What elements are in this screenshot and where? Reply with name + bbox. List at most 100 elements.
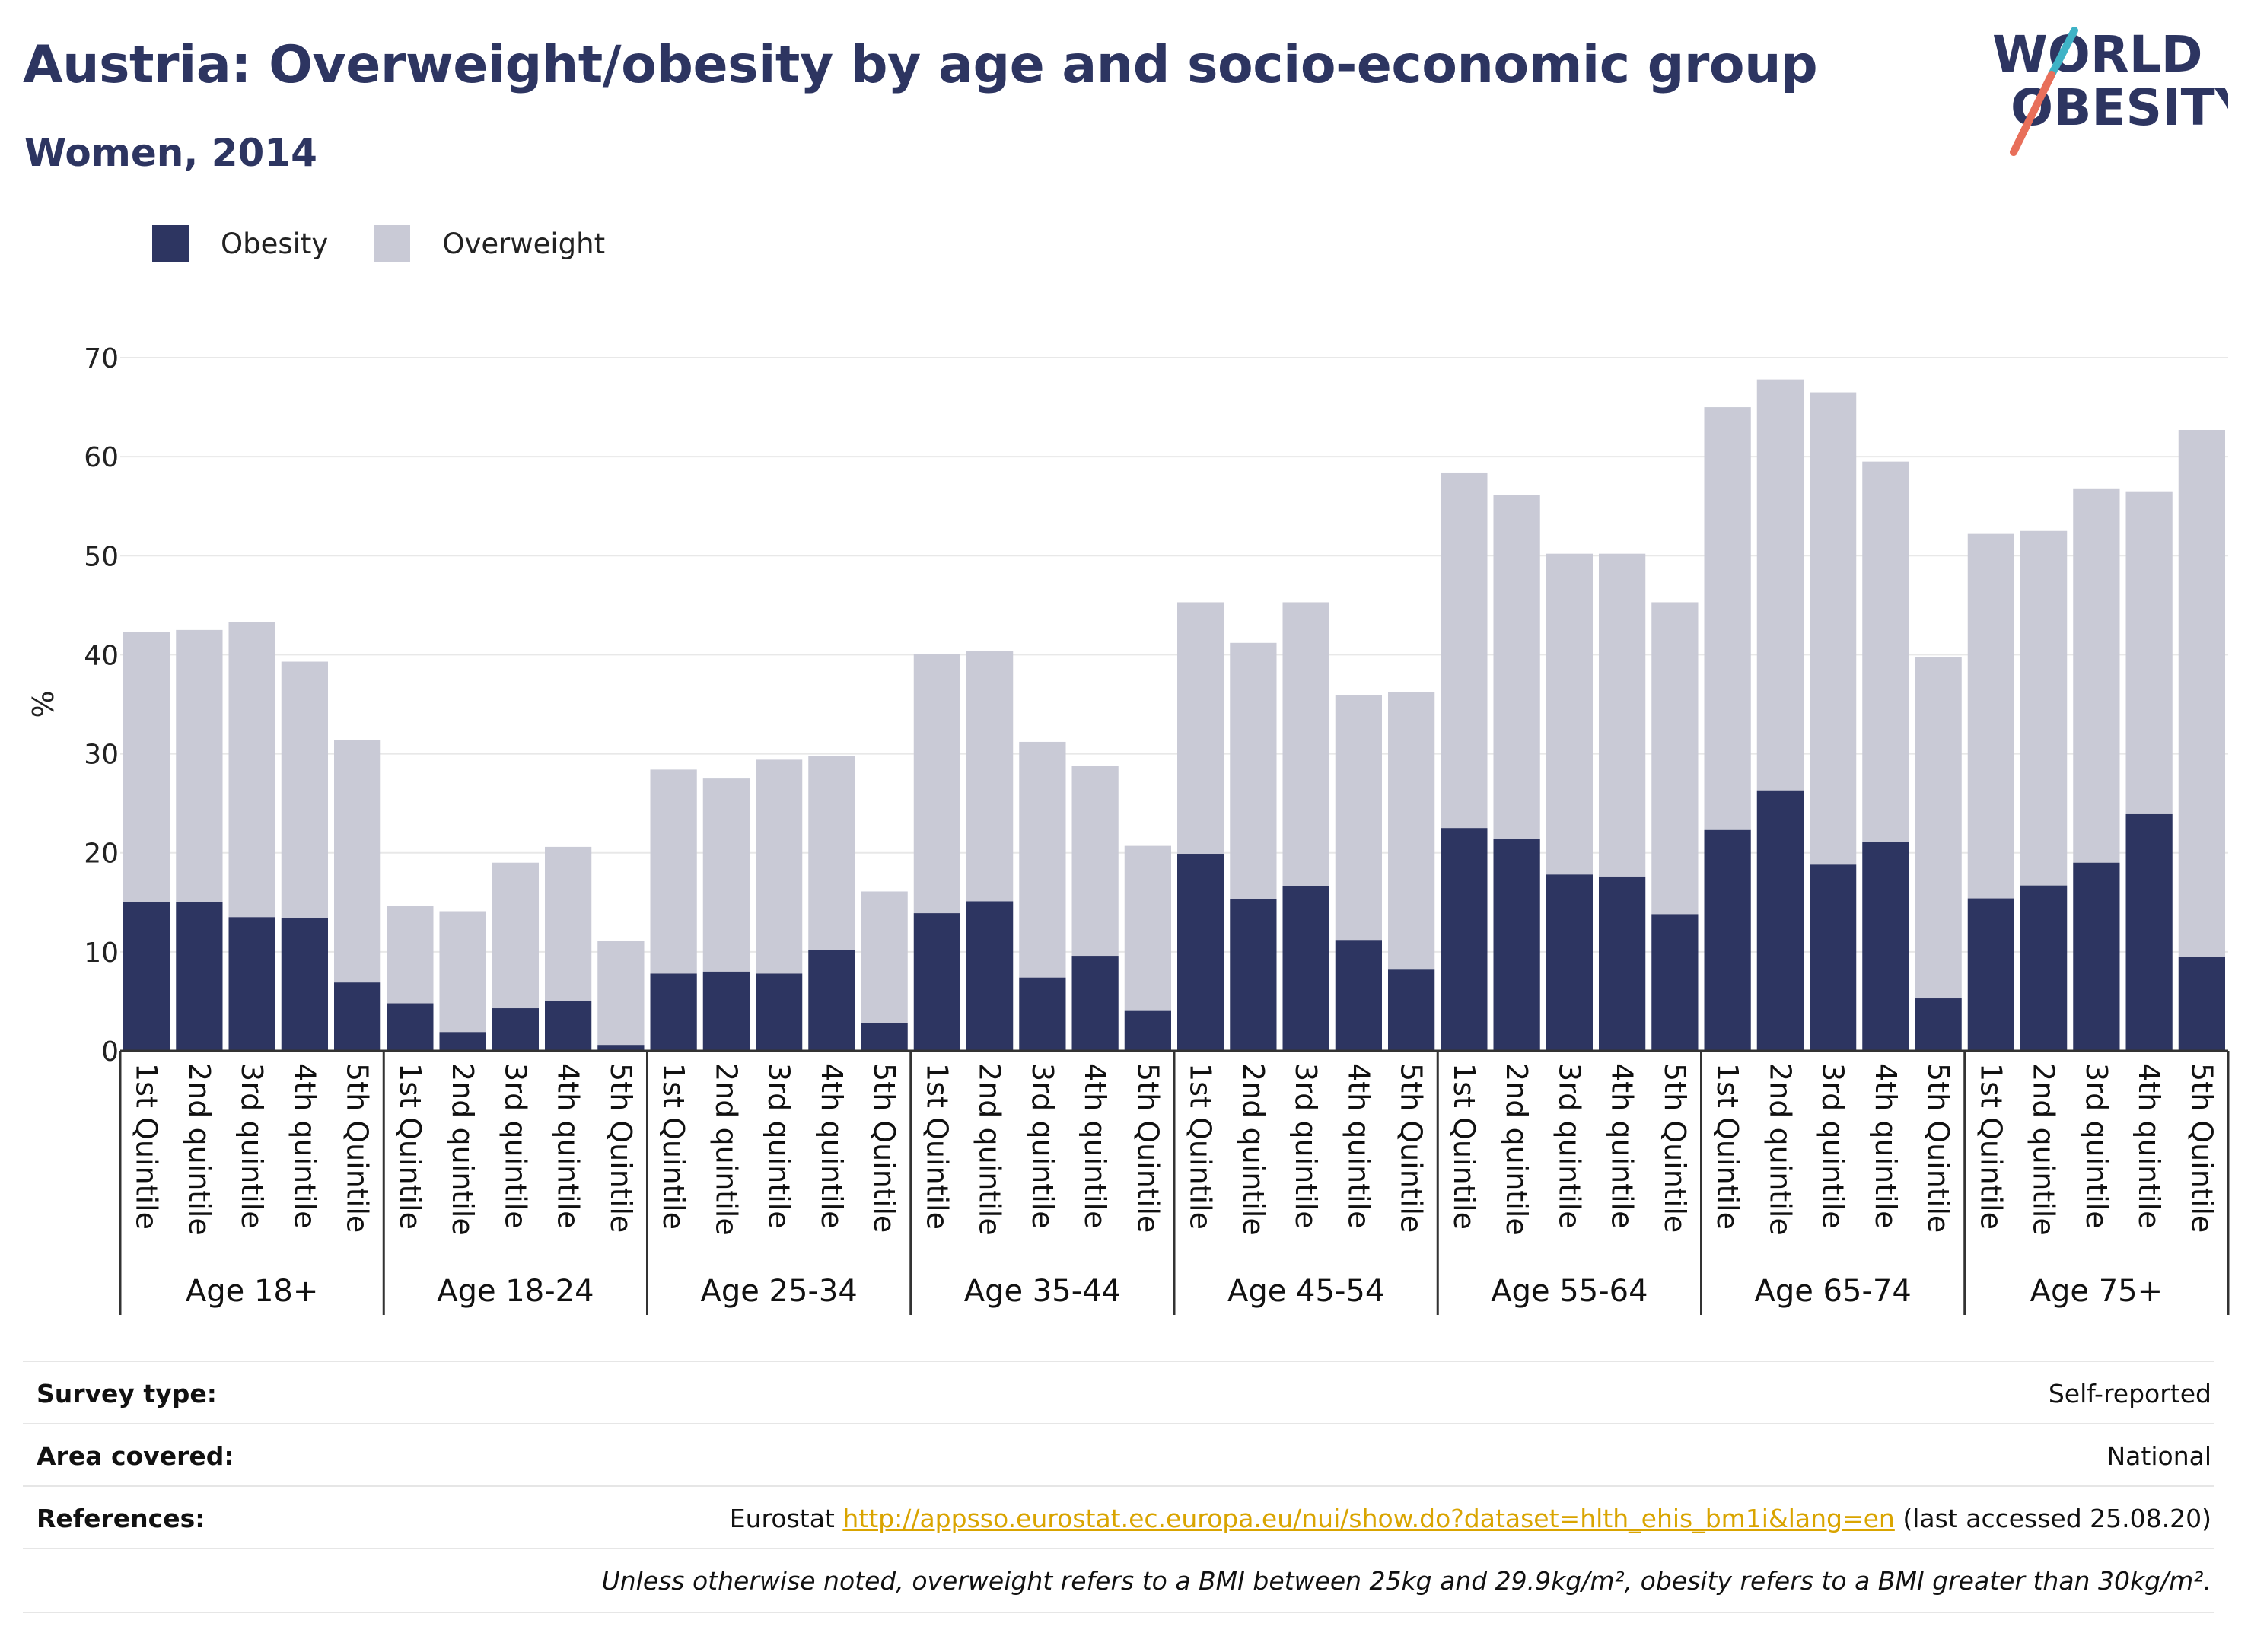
- bar-overweight: [545, 846, 592, 1001]
- bar-obesity: [1967, 898, 2014, 1051]
- legend-swatch-overweight: [374, 225, 411, 262]
- category-label: 4th quintile: [2132, 1063, 2166, 1228]
- bar-overweight: [2178, 430, 2225, 957]
- references-suffix: (last accessed 25.08.20): [1894, 1504, 2211, 1533]
- bar-obesity: [756, 973, 803, 1051]
- chart-subtitle: Women, 2014: [24, 131, 317, 175]
- area-label: Area covered:: [37, 1441, 234, 1471]
- bar-overweight: [1967, 533, 2014, 899]
- category-label: 5th Quintile: [868, 1063, 901, 1233]
- bmi-note: Unless otherwise noted, overweight refer…: [601, 1566, 2211, 1596]
- bar-obesity: [1756, 790, 1804, 1051]
- bar-obesity: [1810, 864, 1857, 1051]
- category-label: 1st Quintile: [657, 1063, 690, 1230]
- category-label: 4th quintile: [288, 1063, 321, 1228]
- y-axis-label: %: [27, 690, 60, 718]
- bar-overweight: [913, 654, 960, 914]
- references-link[interactable]: http://appsso.eurostat.ec.europa.eu/nui/…: [842, 1504, 1895, 1533]
- bar-overweight: [650, 769, 697, 974]
- bar-overweight: [808, 756, 855, 950]
- bar-overweight: [966, 651, 1014, 902]
- y-tick-label: 10: [84, 937, 119, 969]
- group-label: Age 65-74: [1754, 1274, 1911, 1309]
- bar-overweight: [597, 941, 645, 1046]
- chart-legend: Obesity Overweight: [152, 225, 651, 262]
- bar-obesity: [1704, 829, 1751, 1051]
- category-label: 4th quintile: [815, 1063, 849, 1228]
- bar-overweight: [1756, 379, 1804, 791]
- category-label: 5th Quintile: [341, 1063, 374, 1233]
- bar-overweight: [2020, 530, 2068, 886]
- logo-slash-teal: [2048, 27, 2078, 78]
- info-row-survey-type: Survey type: Self-reported: [23, 1361, 2214, 1424]
- bar-chart: 0 10 20 30 40 50 60 70% 1st Quintile 2nd quintile…: [27, 343, 2230, 1315]
- category-label: 1st Quintile: [393, 1063, 427, 1230]
- bar-obesity: [176, 902, 223, 1051]
- bar-obesity: [1862, 842, 1909, 1051]
- bar-obesity: [334, 982, 381, 1051]
- references-value: Eurostat http://appsso.eurostat.ec.europ…: [730, 1504, 2211, 1533]
- category-label: 3rd quintile: [235, 1063, 269, 1229]
- bar-obesity: [2125, 813, 2173, 1051]
- bar-overweight: [1493, 495, 1540, 839]
- bar-overweight: [123, 632, 170, 902]
- bar-overweight: [228, 622, 275, 918]
- references-label: References:: [37, 1504, 205, 1533]
- bar-obesity: [123, 902, 170, 1051]
- bar-obesity: [492, 1008, 539, 1051]
- category-label: 1st Quintile: [1974, 1063, 2007, 1230]
- category-label: 3rd quintile: [498, 1063, 532, 1229]
- bar-obesity: [387, 1003, 434, 1051]
- bar-obesity: [1915, 998, 1962, 1051]
- bar-obesity: [650, 973, 697, 1051]
- chart-title: Austria: Overweight/obesity by age and s…: [23, 35, 1818, 95]
- category-label: 1st Quintile: [1184, 1063, 1218, 1230]
- category-label: 5th Quintile: [1395, 1063, 1428, 1233]
- category-label: 2nd quintile: [446, 1063, 479, 1236]
- logo-line-1: WORLD: [1992, 25, 2203, 84]
- category-label: 2nd quintile: [709, 1063, 743, 1236]
- bar-overweight: [1441, 472, 1488, 829]
- bar-obesity: [2178, 957, 2225, 1051]
- info-row-area: Area covered: National: [23, 1423, 2214, 1487]
- bar-overweight: [2073, 488, 2120, 863]
- bar-obesity: [1441, 828, 1488, 1051]
- y-tick-label: 70: [84, 343, 119, 374]
- category-label: 5th Quintile: [1658, 1063, 1692, 1233]
- bar-obesity: [1546, 874, 1593, 1051]
- bar-overweight: [2125, 491, 2173, 814]
- category-label: 2nd quintile: [2027, 1063, 2061, 1236]
- bar-overweight: [176, 629, 223, 902]
- bar-overweight: [1599, 553, 1646, 877]
- category-label: 4th quintile: [552, 1063, 585, 1228]
- y-tick-label: 40: [84, 640, 119, 671]
- category-label: 2nd quintile: [1237, 1063, 1270, 1236]
- bar-overweight: [1124, 845, 1171, 1011]
- group-label: Age 55-64: [1491, 1274, 1648, 1309]
- bar-obesity: [2020, 885, 2068, 1051]
- bar-overweight: [1915, 657, 1962, 999]
- world-obesity-logo: WORLD OBESITY: [1992, 25, 2228, 156]
- category-label: 3rd quintile: [2080, 1063, 2113, 1229]
- group-label: Age 35-44: [964, 1274, 1121, 1309]
- bar-obesity: [1230, 899, 1277, 1051]
- bar-obesity: [808, 950, 855, 1051]
- category-label: 1st Quintile: [1447, 1063, 1481, 1230]
- y-tick-label: 30: [84, 740, 119, 771]
- bar-obesity: [913, 913, 960, 1051]
- y-tick-label: 50: [84, 541, 119, 572]
- bar-obesity: [1493, 839, 1540, 1051]
- category-label: 1st Quintile: [920, 1063, 954, 1230]
- bar-overweight: [1335, 695, 1382, 941]
- references-prefix: Eurostat: [729, 1504, 843, 1533]
- group-label: Age 45-54: [1227, 1274, 1384, 1309]
- category-label: 3rd quintile: [1026, 1063, 1059, 1229]
- bar-obesity: [1124, 1010, 1171, 1051]
- group-label: Age 18+: [186, 1274, 319, 1309]
- y-tick-label: 20: [84, 839, 119, 870]
- bar-obesity: [1651, 914, 1699, 1051]
- info-row-note: Unless otherwise noted, overweight refer…: [23, 1548, 2214, 1613]
- category-label: 4th quintile: [1869, 1063, 1902, 1228]
- y-tick-label: 0: [101, 1036, 119, 1068]
- bar-obesity: [1388, 969, 1435, 1051]
